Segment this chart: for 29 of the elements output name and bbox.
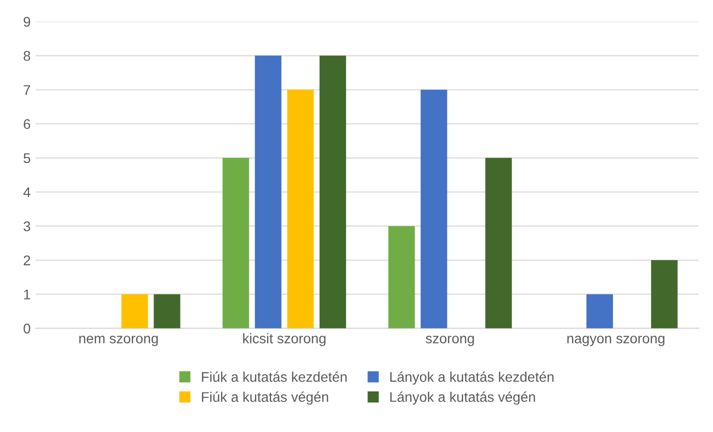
bar xyxy=(154,294,180,328)
y-tick-label: 5 xyxy=(24,153,30,164)
y-tick-label: 2 xyxy=(24,255,30,266)
bar xyxy=(222,158,250,328)
bar xyxy=(320,56,346,328)
bar xyxy=(287,90,314,328)
y-tick-label: 7 xyxy=(24,85,30,95)
x-tick-label: kicsit szorong xyxy=(243,333,326,346)
legend-label: Fiúk a kutatás kezdetén xyxy=(202,371,347,382)
bar xyxy=(121,294,148,328)
bar xyxy=(485,158,512,328)
y-tick-label: 6 xyxy=(24,119,30,130)
y-tick-label: 0 xyxy=(24,324,30,334)
y-tick-label: 9 xyxy=(24,16,30,27)
legend-label: Fiúk a kutatás végén xyxy=(202,392,328,405)
x-tick-label: nem szorong xyxy=(79,336,158,346)
y-tick-label: 1 xyxy=(24,290,30,300)
bar xyxy=(254,56,282,328)
y-tick-label: 8 xyxy=(24,51,30,61)
y-tick-label: 4 xyxy=(23,187,30,198)
y-tick-label: 3 xyxy=(24,221,30,232)
bar xyxy=(586,294,613,328)
bar xyxy=(388,226,415,328)
legend-label: Lányok a kutatás kezdetén xyxy=(390,371,554,385)
bar xyxy=(420,90,448,328)
legend-label: Lányok a kutatás végén xyxy=(390,392,535,405)
x-tick-label: szorong xyxy=(426,336,474,346)
x-tick-label: nagyon szorong xyxy=(567,336,664,346)
bar xyxy=(651,260,678,328)
